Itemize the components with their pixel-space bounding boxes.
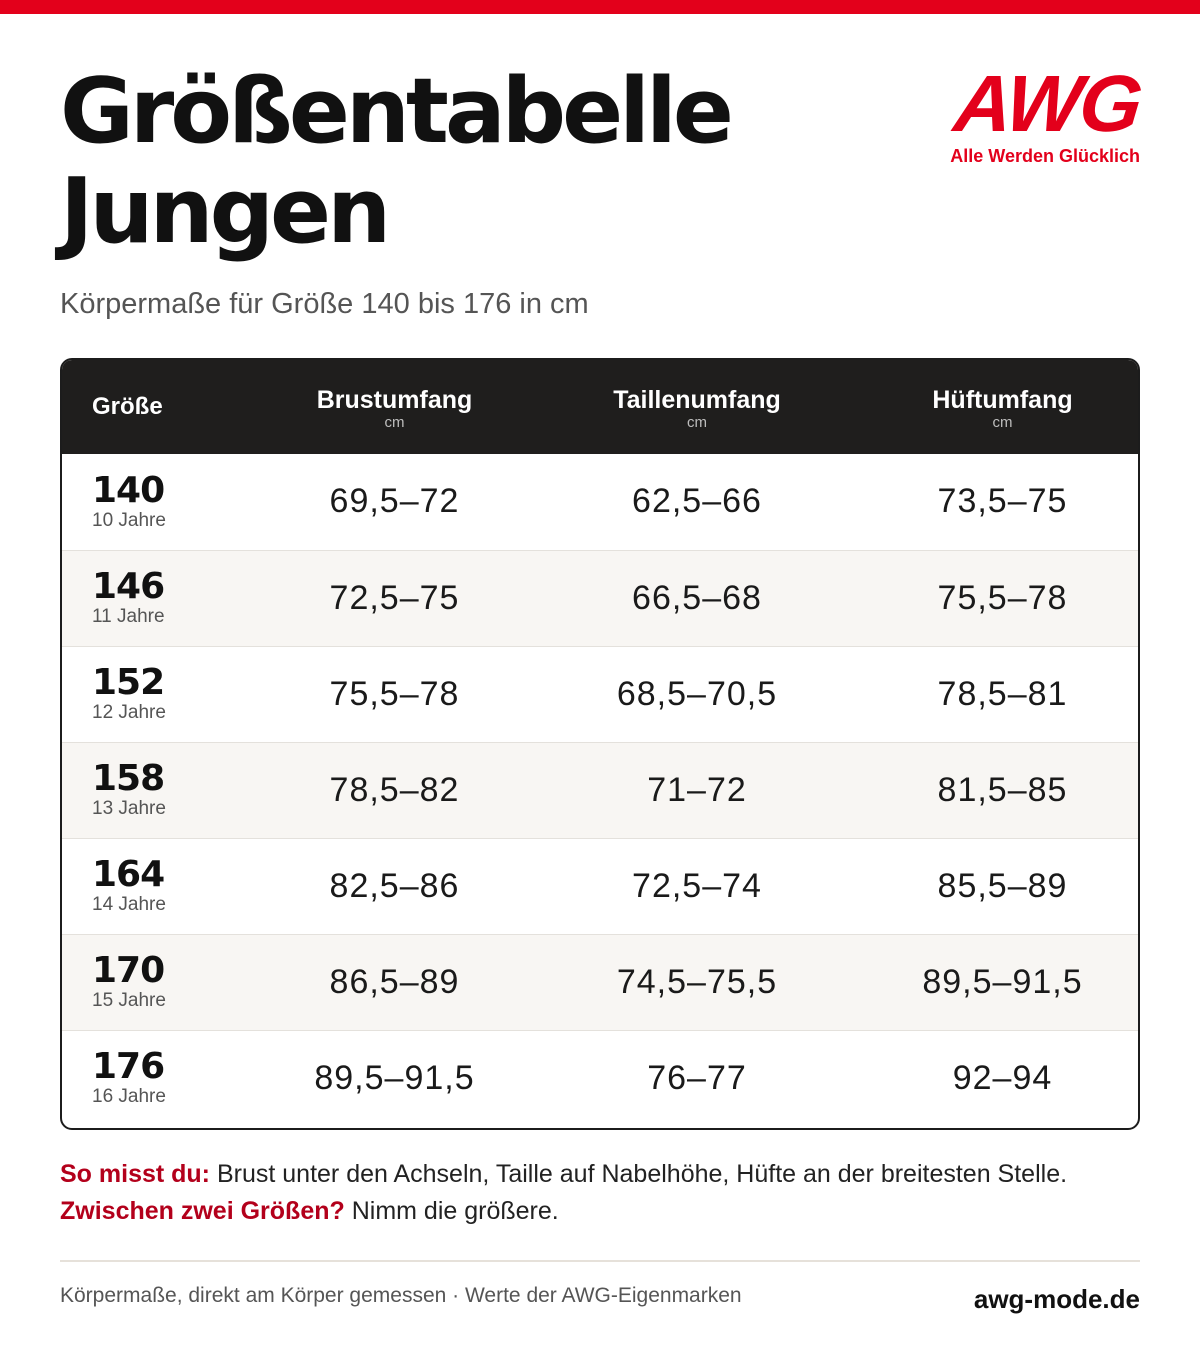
taille-cell: 66,5–68 (632, 578, 762, 617)
size-cell: 158 13 Jahre (62, 742, 262, 838)
column-header-label: Hüftumfang (932, 386, 1073, 414)
column-header-brust: Brustumfang cm (262, 360, 527, 454)
taille-cell: 68,5–70,5 (616, 674, 778, 713)
size-age: 14 Jahre (92, 894, 166, 915)
table-row: 176 16 Jahre 89,5–91,5 76–77 92–94 (62, 1030, 1138, 1126)
huefte-cell: 75,5–78 (937, 578, 1068, 617)
awg-logo[interactable]: AWG Alle Werden Glücklich (950, 59, 1144, 167)
size-age: 16 Jahre (92, 1086, 166, 1108)
size-cell: 140 10 Jahre (62, 454, 262, 550)
size-value: 140 (92, 469, 165, 511)
column-header-unit: cm (384, 414, 405, 431)
note-text: Brust unter den Achseln, Taille auf Nabe… (216, 1160, 1068, 1188)
table-row: 146 11 Jahre 72,5–75 66,5–68 75,5–78 (62, 550, 1138, 646)
note-text: Nimm die größere. (351, 1197, 559, 1225)
size-value: 146 (92, 566, 165, 607)
brust-cell: 89,5–91,5 (314, 1058, 475, 1097)
brust-cell: 69,5–72 (329, 482, 460, 521)
page-title: Größentabelle Jungen (60, 59, 734, 264)
taille-cell: 76–77 (647, 1058, 747, 1097)
awg-logo-tagline: Alle Werden Glücklich (950, 146, 1140, 166)
size-age: 15 Jahre (92, 990, 166, 1011)
size-cell: 164 14 Jahre (62, 838, 262, 934)
size-value: 158 (92, 758, 165, 799)
footer-disclaimer: Körpermaße, direkt am Körper gemessen · … (60, 1284, 742, 1307)
column-header-label: Taillenumfang (613, 386, 781, 414)
size-age: 12 Jahre (92, 702, 166, 723)
page-title-line1: Größentabelle (60, 59, 734, 164)
size-age: 11 Jahre (92, 606, 165, 627)
measurement-notes: So misst du: Brust unter den Achseln, Ta… (60, 1156, 1067, 1230)
top-accent-bar (0, 0, 1200, 14)
taille-cell: 72,5–74 (632, 866, 762, 905)
brust-cell: 72,5–75 (329, 578, 460, 617)
size-value: 170 (92, 950, 165, 991)
column-header-size: Größe (92, 393, 163, 420)
size-cell: 152 12 Jahre (62, 646, 262, 742)
column-header-taille: Taillenumfang cm (527, 360, 867, 454)
brust-cell: 75,5–78 (329, 674, 460, 713)
table-row: 140 10 Jahre 69,5–72 62,5–66 73,5–75 (62, 454, 1138, 550)
column-header-unit: cm (992, 414, 1013, 431)
size-value: 164 (92, 854, 165, 895)
size-table: Größe Brustumfang cm Taillenumfang cm Hü… (60, 358, 1140, 1130)
table-row: 164 14 Jahre 82,5–86 72,5–74 85,5–89 (62, 838, 1138, 934)
table-row: 158 13 Jahre 78,5–82 71–72 81,5–85 (62, 742, 1138, 838)
table-row: 170 15 Jahre 86,5–89 74,5–75,5 89,5–91,5 (62, 934, 1138, 1030)
taille-cell: 62,5–66 (632, 482, 762, 521)
footer-divider (60, 1260, 1140, 1262)
huefte-cell: 81,5–85 (937, 770, 1068, 809)
column-header-huefte: Hüftumfang cm (867, 360, 1138, 454)
awg-logo-mark: AWG (950, 59, 1145, 148)
note-label: So misst du: (60, 1160, 211, 1188)
brust-cell: 82,5–86 (329, 866, 460, 905)
size-value: 176 (92, 1046, 165, 1088)
size-age: 13 Jahre (92, 798, 166, 819)
size-cell: 170 15 Jahre (62, 934, 262, 1030)
footer-website-link[interactable]: awg-mode.de (973, 1284, 1140, 1314)
page-title-line2: Jungen (60, 159, 391, 264)
taille-cell: 71–72 (647, 770, 747, 809)
size-cell: 176 16 Jahre (62, 1030, 262, 1126)
size-cell: 146 11 Jahre (62, 550, 262, 646)
note-between-sizes: Zwischen zwei Größen? Nimm die größere. (60, 1193, 1067, 1230)
size-age: 10 Jahre (92, 509, 166, 531)
page-subtitle: Körpermaße für Größe 140 bis 176 in cm (60, 288, 589, 320)
huefte-cell: 78,5–81 (937, 674, 1068, 713)
note-label: Zwischen zwei Größen? (60, 1197, 345, 1225)
note-how-to-measure: So misst du: Brust unter den Achseln, Ta… (60, 1156, 1067, 1193)
table-header-row: Größe Brustumfang cm Taillenumfang cm Hü… (62, 360, 1138, 454)
size-value: 152 (92, 662, 165, 703)
huefte-cell: 73,5–75 (937, 482, 1068, 521)
huefte-cell: 92–94 (952, 1058, 1053, 1097)
column-header-unit: cm (687, 414, 707, 431)
brust-cell: 86,5–89 (329, 962, 460, 1001)
column-header-label: Brustumfang (316, 386, 473, 414)
huefte-cell: 89,5–91,5 (922, 962, 1083, 1001)
huefte-cell: 85,5–89 (937, 866, 1068, 905)
table-row: 152 12 Jahre 75,5–78 68,5–70,5 78,5–81 (62, 646, 1138, 742)
brust-cell: 78,5–82 (329, 770, 460, 809)
taille-cell: 74,5–75,5 (616, 962, 778, 1001)
